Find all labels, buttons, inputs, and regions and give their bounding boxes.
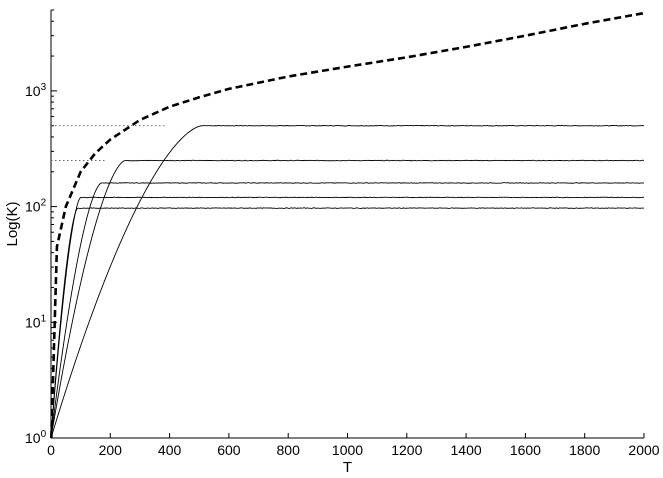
x-tick-label: 1400 xyxy=(451,442,482,458)
x-tick-label: 1200 xyxy=(391,442,422,458)
dashed-curve-group xyxy=(50,11,645,439)
x-tick-label: 800 xyxy=(277,442,301,458)
series-line xyxy=(50,207,645,439)
series-line xyxy=(50,124,645,439)
y-axis-label: Log(K) xyxy=(4,201,21,246)
y-tick-label: 101 xyxy=(25,313,47,330)
tick-labels: 0 200 400 600 800 1000 1200 1400 1600 1800 2000 100… xyxy=(25,82,660,458)
y-tick-label: 100 xyxy=(25,429,47,446)
x-tick-label: 200 xyxy=(99,442,123,458)
x-tick-label: 2000 xyxy=(628,442,659,458)
dashed-curve xyxy=(50,11,645,439)
x-tick-label: 400 xyxy=(158,442,182,458)
reference-lines xyxy=(51,125,165,161)
series-group xyxy=(50,124,645,439)
y-tick-label: 103 xyxy=(25,82,47,99)
x-tick-label: 1600 xyxy=(510,442,541,458)
y-tick-label: 102 xyxy=(25,198,47,215)
x-tick-label: 1000 xyxy=(332,442,363,458)
x-axis-label: T xyxy=(343,459,352,476)
x-tick-label: 600 xyxy=(217,442,241,458)
x-tick-label: 1800 xyxy=(569,442,600,458)
series-line xyxy=(50,196,645,439)
axes xyxy=(50,9,645,439)
series-line xyxy=(50,159,645,439)
x-tick-label: 0 xyxy=(47,442,55,458)
series-line xyxy=(50,182,645,439)
